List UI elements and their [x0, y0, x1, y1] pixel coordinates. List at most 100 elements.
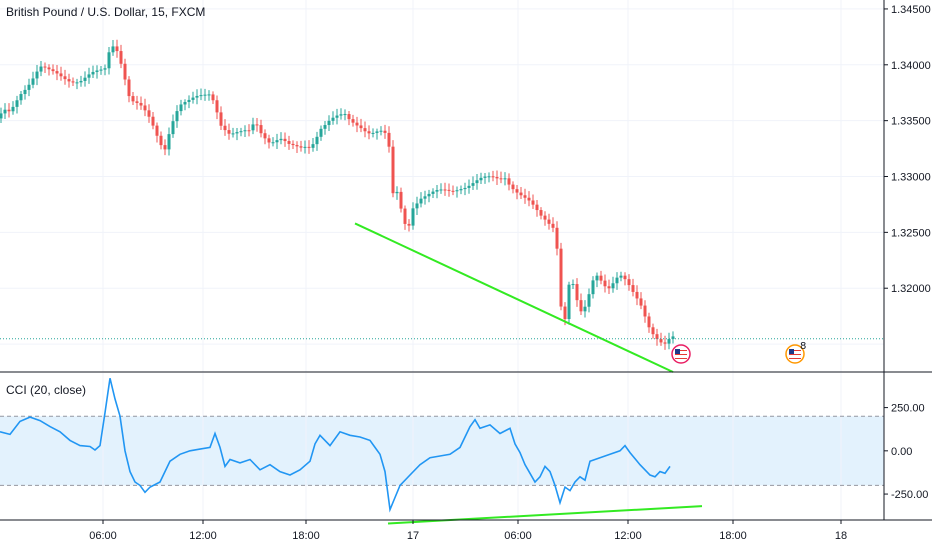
time-tick-label-6: 18:00 [719, 530, 747, 542]
candle-body-136 [543, 215, 547, 220]
candle-body-108 [431, 191, 435, 194]
candle-body-125 [499, 178, 503, 180]
candle-body-45 [179, 104, 183, 112]
event-canton-1 [789, 349, 794, 354]
candle-body-7 [27, 84, 31, 90]
candle-body-66 [263, 133, 267, 139]
candle-body-137 [547, 219, 551, 224]
candle-body-46 [183, 102, 187, 105]
event-stripe-1-1 [789, 352, 801, 353]
candle-body-130 [519, 192, 523, 196]
candle-body-47 [187, 99, 191, 103]
candle-body-91 [363, 128, 367, 132]
candle-body-151 [603, 280, 607, 287]
price-tick-label-2: 1.33500 [891, 116, 931, 128]
candle-body-117 [467, 185, 471, 188]
candle-body-11 [43, 66, 47, 68]
candle-body-83 [331, 117, 335, 121]
candle-body-15 [59, 73, 63, 77]
candle-body-135 [539, 210, 543, 216]
candle-body-37 [147, 110, 151, 117]
candle-body-17 [67, 79, 71, 82]
candle-body-104 [415, 203, 419, 209]
price-tick-label-1: 1.34000 [891, 60, 931, 72]
candle-body-63 [251, 124, 255, 131]
candle-body-34 [135, 101, 139, 103]
candle-body-115 [459, 189, 463, 191]
candle-body-82 [327, 120, 331, 126]
candle-body-22 [87, 74, 91, 78]
candle-body-79 [315, 136, 319, 145]
candle-body-159 [635, 291, 639, 299]
candle-body-76 [303, 146, 307, 148]
candle-body-124 [495, 176, 499, 179]
us-flag-icon[interactable]: 8 [785, 341, 806, 364]
candle-body-152 [607, 286, 611, 289]
candle-body-73 [291, 143, 295, 146]
price-candles [0, 39, 675, 350]
candle-body-126 [503, 178, 507, 180]
time-tick-label-1: 12:00 [189, 530, 217, 542]
us-flag-icon[interactable] [671, 344, 691, 364]
candle-body-71 [283, 138, 287, 142]
candle-body-54 [215, 100, 219, 113]
candle-body-133 [531, 200, 535, 205]
candle-body-121 [483, 176, 487, 178]
candle-body-5 [19, 94, 23, 101]
cci-band-rect [0, 416, 884, 486]
candle-body-153 [611, 283, 615, 289]
candle-body-157 [627, 279, 631, 286]
candle-body-3 [11, 106, 15, 112]
candle-body-72 [287, 141, 291, 144]
candle-body-106 [423, 196, 427, 199]
candle-body-41 [163, 145, 167, 150]
candle-body-78 [311, 144, 315, 148]
candle-body-138 [551, 223, 555, 228]
candle-body-105 [419, 198, 423, 204]
candle-body-131 [523, 195, 527, 198]
candle-body-114 [455, 190, 459, 192]
event-stripe-0-1 [675, 352, 687, 353]
candle-body-154 [615, 277, 619, 284]
candle-body-74 [295, 145, 299, 147]
time-tick-label-0: 06:00 [89, 530, 117, 542]
candle-body-150 [599, 275, 603, 281]
candle-body-123 [491, 176, 495, 178]
chart-title: British Pound / U.S. Dollar, 15, FXCM [6, 5, 206, 19]
candle-body-36 [143, 105, 147, 111]
candle-body-25 [99, 69, 103, 71]
candle-body-32 [127, 79, 131, 97]
candle-body-140 [559, 248, 563, 307]
event-stripe-1-2 [789, 354, 801, 355]
candle-body-38 [151, 116, 155, 126]
candle-body-155 [619, 275, 623, 278]
candle-body-0 [0, 113, 3, 119]
candle-body-42 [167, 134, 171, 150]
candle-body-139 [555, 227, 559, 249]
candle-body-128 [511, 184, 515, 190]
time-tick-label-2: 18:00 [292, 530, 320, 542]
candle-body-40 [159, 135, 163, 146]
candle-body-129 [515, 189, 519, 193]
candle-body-86 [343, 114, 347, 116]
candle-body-21 [83, 77, 87, 81]
event-stripe-0-2 [675, 354, 687, 355]
event-stripe-0-4 [675, 358, 687, 359]
candle-body-87 [347, 114, 351, 120]
candle-body-29 [115, 46, 119, 52]
candle-body-107 [427, 193, 431, 197]
candle-body-20 [79, 80, 83, 83]
candle-body-2 [7, 109, 11, 112]
time-tick-label-4: 06:00 [504, 530, 532, 542]
candle-body-119 [475, 180, 479, 184]
candle-body-70 [279, 138, 283, 141]
events-layer[interactable]: 8 [671, 341, 806, 364]
candle-body-167 [667, 338, 671, 344]
candle-body-57 [227, 130, 231, 134]
candle-body-113 [451, 190, 455, 192]
cci-tick-label-1: 0.00 [891, 446, 912, 458]
candle-body-18 [71, 81, 75, 83]
